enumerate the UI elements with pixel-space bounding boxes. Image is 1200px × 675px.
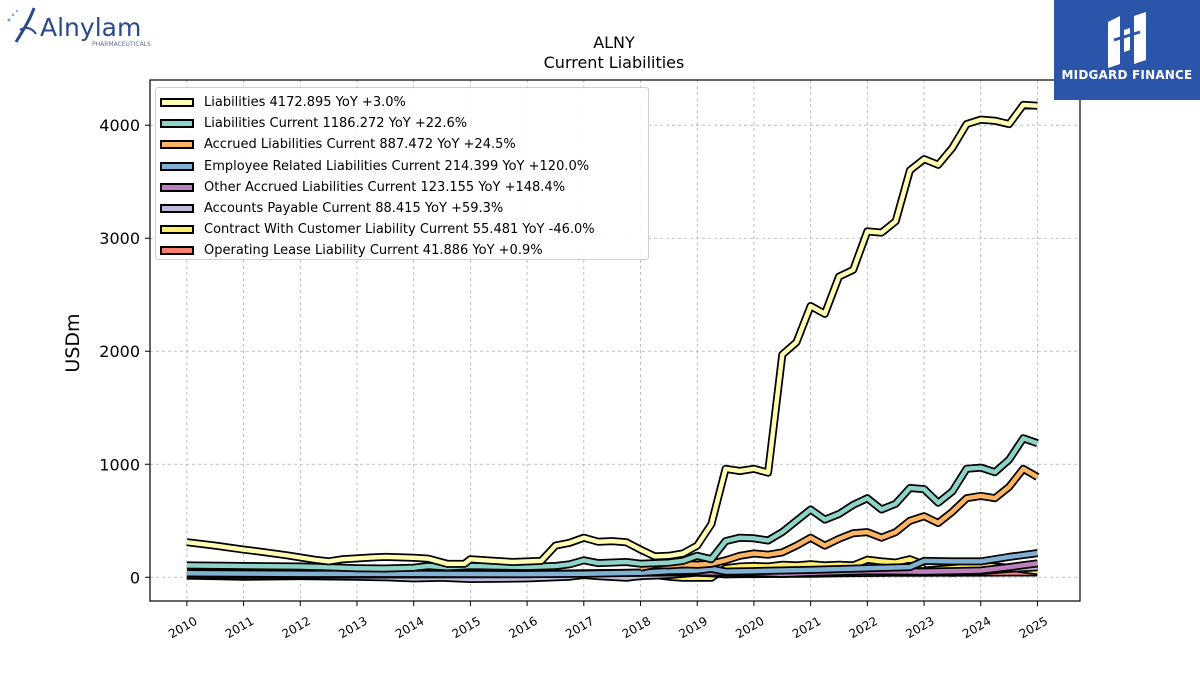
x-tick-label: 2013 — [336, 614, 369, 641]
legend-item: Other Accrued Liabilities Current 123.15… — [160, 177, 648, 198]
x-tick-label: 2017 — [563, 614, 596, 641]
legend-item: Contract With Customer Liability Current… — [160, 219, 648, 240]
midgard-logo-text: MIDGARD FINANCE — [1061, 68, 1193, 82]
chart-title: ALNY — [593, 33, 635, 52]
series-liabilities-current — [186, 434, 1039, 573]
legend-label: Liabilities 4172.895 YoY +3.0% — [204, 95, 406, 111]
series-accrued-liabilities-current — [639, 464, 1040, 572]
legend-swatch — [160, 98, 194, 108]
legend-swatch — [160, 246, 194, 256]
alnylam-logo: Alnylam PHARMACEUTICALS — [4, 4, 164, 48]
series-line — [640, 466, 1039, 570]
x-tick-label: 2011 — [223, 614, 256, 641]
series-liabilities — [186, 100, 1038, 568]
x-tick-label: 2015 — [450, 614, 483, 641]
x-tick-label: 2022 — [847, 614, 880, 641]
alnylam-logo-text: Alnylam — [40, 13, 141, 42]
legend-swatch — [160, 182, 194, 192]
legend-item: Accrued Liabilities Current 887.472 YoY … — [160, 134, 648, 155]
legend-swatch — [160, 225, 194, 235]
series-layer — [186, 100, 1040, 583]
series-line — [186, 550, 1038, 577]
x-tick-label: 2020 — [733, 614, 766, 641]
legend-label: Liabilities Current 1186.272 YoY +22.6% — [204, 116, 468, 132]
x-tick-label: 2023 — [903, 614, 936, 641]
x-tick-label: 2025 — [1017, 614, 1050, 641]
midgard-finance-logo: MIDGARD FINANCE — [1054, 0, 1200, 100]
legend-swatch — [160, 161, 194, 171]
alnylam-logo-mark: Alnylam PHARMACEUTICALS — [7, 7, 151, 48]
chart-title-block: ALNY Current Liabilities — [414, 33, 814, 73]
legend-label: Contract With Customer Liability Current… — [204, 222, 595, 238]
series-employee-related-liabilities-current — [186, 549, 1039, 579]
chart-subtitle: Current Liabilities — [543, 53, 685, 72]
y-axis-label: USDm — [62, 313, 84, 372]
chart-legend: Liabilities 4172.895 YoY +3.0% Liabilitie… — [155, 87, 649, 260]
legend-label: Accrued Liabilities Current 887.472 YoY … — [204, 137, 516, 153]
x-tick-label: 2012 — [280, 614, 313, 641]
x-tick-label: 2019 — [676, 614, 709, 641]
y-tick-label: 3000 — [99, 229, 140, 248]
legend-item: Employee Related Liabilities Current 214… — [160, 156, 648, 177]
legend-item: Operating Lease Liability Current 41.886… — [160, 240, 648, 261]
x-tick-label: 2024 — [960, 614, 993, 641]
legend-swatch — [160, 140, 194, 150]
plot-frame — [149, 79, 1081, 602]
x-tick-label: 2014 — [393, 614, 426, 641]
midgard-logo-mark — [1108, 12, 1146, 68]
x-tick-label: 2018 — [620, 614, 653, 641]
legend-swatch — [160, 204, 194, 214]
legend-item: Liabilities 4172.895 YoY +3.0% — [160, 92, 648, 113]
legend-label: Operating Lease Liability Current 41.886… — [204, 243, 543, 259]
y-tick-label: 1000 — [99, 455, 140, 474]
x-tick-label: 2010 — [166, 614, 199, 641]
y-tick-label: 4000 — [99, 116, 140, 135]
x-tick-label: 2016 — [506, 614, 539, 641]
legend-label: Other Accrued Liabilities Current 123.15… — [204, 179, 566, 195]
legend-label: Accounts Payable Current 88.415 YoY +59.… — [204, 201, 504, 217]
y-tick-label: 2000 — [99, 342, 140, 361]
alnylam-logo-subtext: PHARMACEUTICALS — [92, 41, 151, 48]
x-tick-label: 2021 — [790, 614, 823, 641]
series-line — [186, 436, 1039, 571]
legend-swatch — [160, 119, 194, 129]
legend-item: Accounts Payable Current 88.415 YoY +59.… — [160, 198, 648, 219]
y-tick-label: 0 — [130, 568, 140, 587]
legend-item: Liabilities Current 1186.272 YoY +22.6% — [160, 113, 648, 134]
series-line-outline — [186, 434, 1039, 573]
legend-label: Employee Related Liabilities Current 214… — [204, 158, 590, 174]
series-line — [186, 102, 1038, 567]
